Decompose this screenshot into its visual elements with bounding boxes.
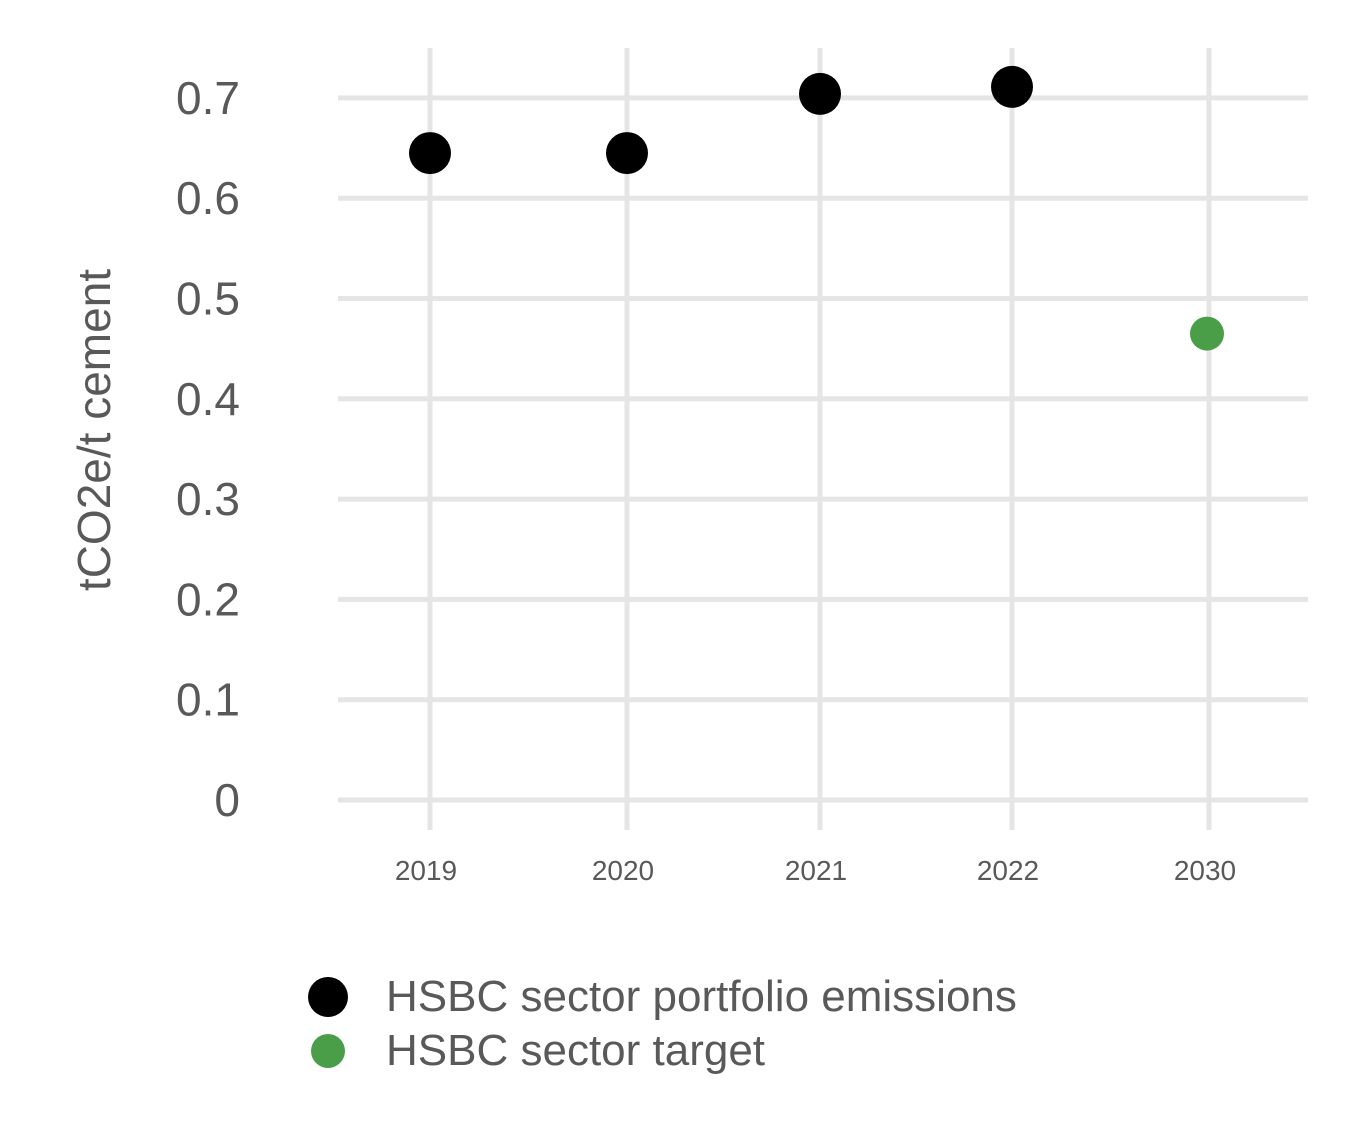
y-tick-label: 0.2 — [176, 573, 240, 625]
data-point-emissions — [991, 65, 1033, 108]
legend-marker-portfolio-emissions — [300, 970, 356, 1024]
x-tick-label: 2021 — [785, 855, 847, 886]
x-tick-label: 2022 — [977, 855, 1039, 886]
y-tick-label: 0.3 — [176, 473, 240, 525]
y-tick-label: 0.1 — [176, 674, 240, 726]
y-tick-label: 0.4 — [176, 373, 240, 425]
data-point-emissions — [409, 132, 451, 175]
x-tick-label: 2030 — [1174, 855, 1236, 886]
data-point-emissions — [799, 72, 841, 115]
y-tick-label: 0.7 — [176, 72, 240, 124]
legend-item-sector-target: HSBC sector target — [300, 1024, 1017, 1078]
y-tick-label: 0 — [214, 774, 240, 826]
y-axis-label: tCO2e/t cement — [68, 269, 120, 591]
data-point-target — [1190, 316, 1224, 351]
x-tick-label: 2019 — [395, 855, 457, 886]
x-tick-label: 2020 — [592, 855, 654, 886]
grid — [338, 48, 1308, 830]
legend-label-sector-target: HSBC sector target — [386, 1026, 766, 1075]
chart: 00.10.20.30.40.50.60.7 2019 2020 2021 2022 2… — [68, 48, 1308, 886]
legend-label-portfolio-emissions: HSBC sector portfolio emissions — [386, 972, 1017, 1021]
data-point-emissions — [606, 132, 648, 175]
legend-marker-sector-target — [300, 1024, 356, 1078]
x-axis-ticks: 2019 2020 2021 2022 2030 — [395, 855, 1236, 886]
y-tick-label: 0.6 — [176, 172, 240, 224]
y-tick-label: 0.5 — [176, 273, 240, 325]
legend-item-portfolio-emissions: HSBC sector portfolio emissions — [300, 970, 1017, 1024]
data-points — [409, 65, 1224, 351]
legend: HSBC sector portfolio emissions HSBC sec… — [300, 970, 1017, 1078]
y-axis-ticks: 0 0.1 0.2 0.3 0.4 0.5 0.6 0.7 — [176, 72, 240, 826]
